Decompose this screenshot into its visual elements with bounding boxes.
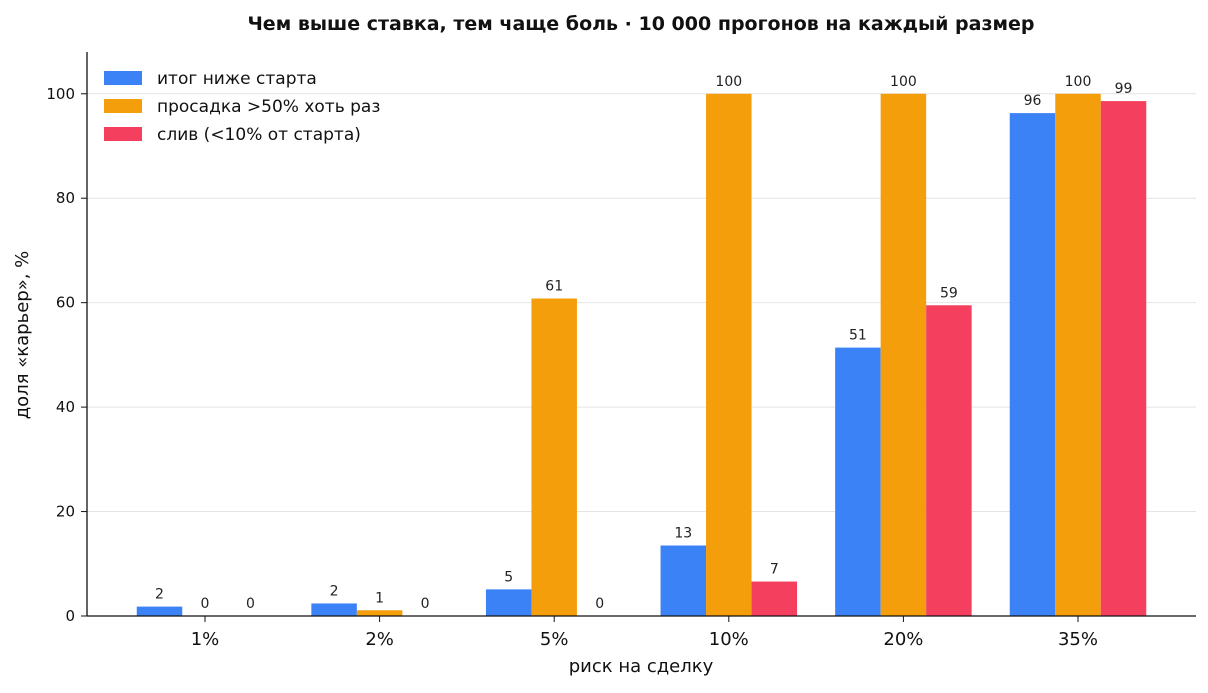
legend-label: просадка >50% хоть раз (157, 97, 380, 117)
bar (751, 581, 798, 616)
data-label: 99 (1115, 81, 1133, 97)
x-tick-label: 2% (365, 629, 394, 650)
data-label: 7 (770, 562, 779, 578)
data-label: 59 (940, 285, 958, 301)
data-label: 0 (201, 596, 210, 612)
legend-swatch (104, 127, 142, 141)
bar (1009, 113, 1056, 616)
y-tick-label: 80 (56, 189, 75, 207)
bars (136, 93, 1147, 617)
data-label: 2 (330, 583, 339, 599)
data-labels: 2 0 0 2 1 0 5 61 0 13 100 7 51 100 59 96 100 99 (155, 74, 1132, 612)
x-tick-label: 5% (540, 629, 569, 650)
legend-label: итог ниже старта (157, 69, 317, 89)
bar (311, 603, 357, 616)
data-label: 100 (715, 74, 742, 90)
data-label: 61 (545, 278, 563, 294)
y-tick-label: 0 (65, 607, 75, 625)
data-label: 0 (246, 596, 255, 612)
bar (485, 589, 532, 616)
data-label: 1 (375, 590, 384, 606)
data-label: 13 (674, 526, 692, 542)
bar (531, 298, 577, 616)
y-tick-label: 60 (56, 294, 75, 312)
legend-label: слив (<10% от старта) (157, 125, 361, 145)
data-label: 0 (421, 596, 430, 612)
data-label: 100 (890, 74, 917, 90)
data-label: 51 (849, 328, 867, 344)
y-axis-label: доля «карьер», % (12, 251, 33, 420)
y-tick-label: 20 (56, 503, 75, 521)
x-axis-label: риск на сделку (569, 656, 714, 677)
bar (660, 545, 707, 616)
legend-swatch (104, 99, 142, 113)
legend-swatch (104, 71, 142, 85)
y-tick-label: 100 (46, 85, 75, 103)
data-label: 2 (155, 587, 164, 603)
bar (136, 606, 183, 616)
x-tick-label: 35% (1058, 629, 1098, 650)
y-tick-label: 40 (56, 398, 75, 416)
data-label: 96 (1024, 93, 1042, 109)
data-label: 5 (504, 569, 513, 585)
bar (356, 610, 403, 616)
data-label: 0 (595, 596, 604, 612)
bar (835, 347, 881, 616)
bar (880, 93, 927, 617)
x-tick-label: 20% (883, 629, 923, 650)
bar (1055, 93, 1101, 617)
x-tick-label: 10% (709, 629, 749, 650)
data-label: 100 (1065, 74, 1092, 90)
chart-title: Чем выше ставка, тем чаще боль · 10 000 … (247, 13, 1034, 35)
bar (706, 93, 752, 617)
legend: итог ниже старта просадка >50% хоть раз сл… (104, 69, 380, 145)
x-tick-label: 1% (191, 629, 220, 650)
bar (926, 305, 972, 616)
bar (1100, 101, 1147, 617)
